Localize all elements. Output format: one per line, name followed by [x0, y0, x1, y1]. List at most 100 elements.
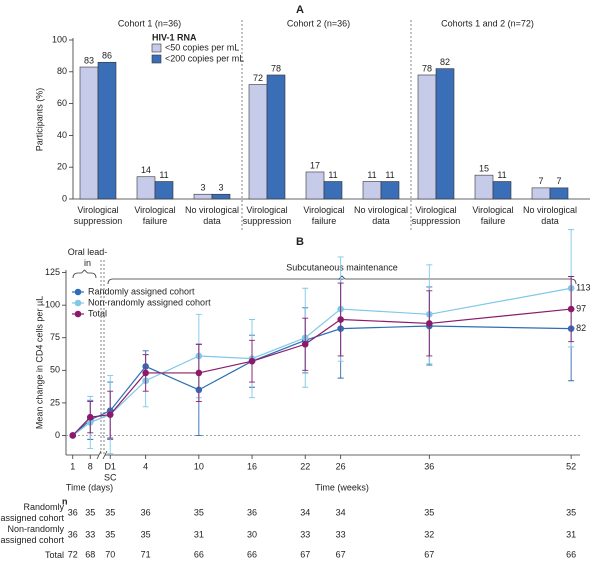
annotation: Subcutaneous maintenance — [286, 262, 398, 272]
table-cell: 30 — [247, 529, 257, 539]
x-tick-label: 22 — [300, 461, 310, 471]
bar — [474, 174, 494, 200]
marker — [195, 369, 203, 377]
table-cell: 36 — [247, 507, 257, 517]
bar — [323, 181, 343, 200]
bar — [248, 84, 268, 200]
x-tick-label: Virological failure — [472, 205, 514, 226]
value-label: 11 — [367, 170, 376, 180]
table-cell: 67 — [424, 549, 434, 559]
marker — [142, 369, 149, 377]
x-tick-label: 52 — [566, 461, 576, 471]
axis-break — [96, 450, 102, 460]
table-cell: 66 — [247, 549, 257, 559]
legend-marker — [74, 310, 82, 318]
value-label: 78 — [271, 63, 281, 73]
y-tick-label: 0 — [55, 430, 60, 440]
legend-swatch — [151, 54, 162, 64]
x-tick-label: D1 — [104, 461, 116, 471]
x-tick-label: No virological data — [184, 205, 240, 226]
series-line — [72, 308, 572, 436]
group-title: Cohorts 1 and 2 (n=72) — [441, 18, 534, 28]
value-label: 72 — [253, 73, 263, 83]
x-tick-label: Virological failure — [134, 205, 176, 226]
y-tick-label: 100 — [45, 300, 60, 310]
table-cell: 67 — [336, 549, 346, 559]
y-tick-label: 60 — [57, 98, 67, 108]
legend-marker — [74, 288, 82, 296]
value-label: 11 — [159, 170, 168, 180]
x-tick-label: 4 — [143, 461, 148, 471]
x-tick-label: 36 — [424, 461, 434, 471]
y-tick-label: 50 — [50, 365, 60, 375]
bar — [417, 74, 437, 200]
table-cell: 72 — [68, 549, 78, 559]
x-axis-label: Time (days) — [66, 482, 113, 492]
table-cell: 35 — [424, 507, 434, 517]
bar — [97, 61, 117, 200]
table-cell: 66 — [566, 549, 576, 559]
table-cell: 35 — [105, 507, 115, 517]
y-tick-label: 80 — [57, 66, 67, 76]
bar — [380, 181, 400, 200]
table-cell: 33 — [300, 529, 310, 539]
x-tick-label: 1 — [70, 461, 75, 471]
table-title: n — [62, 496, 68, 506]
table-cell: 35 — [566, 507, 576, 517]
value-label: 15 — [479, 164, 489, 174]
x-tick-label: Virological suppression — [411, 205, 461, 226]
value-label: 11 — [328, 170, 337, 180]
bar — [193, 193, 213, 200]
legend-label: Non-randomly assigned cohort — [88, 297, 211, 307]
x-tick-label: 16 — [247, 461, 257, 471]
row-label: Randomly assigned cohort — [0, 502, 64, 523]
table-cell: 31 — [194, 529, 204, 539]
brace — [72, 269, 97, 279]
annotation: Oral lead-in — [67, 247, 108, 268]
marker — [301, 340, 309, 348]
table-cell: 70 — [105, 549, 115, 559]
bar — [435, 68, 455, 200]
marker — [248, 357, 256, 365]
bar — [549, 187, 569, 200]
legend-label: <200 copies per mL — [165, 53, 244, 63]
brace — [107, 275, 577, 285]
value-label: 14 — [141, 165, 151, 175]
x-tick-label: 26 — [336, 461, 346, 471]
x-tick-label: No virological data — [353, 205, 409, 226]
bar — [305, 171, 325, 200]
y-axis-label: Participants (%) — [34, 88, 44, 152]
value-label: 3 — [200, 183, 205, 193]
value-label: 78 — [422, 63, 432, 73]
value-label: 7 — [538, 176, 543, 186]
end-label: 97 — [576, 303, 586, 313]
table-cell: 68 — [85, 549, 95, 559]
bar — [531, 187, 551, 200]
table-cell: 66 — [194, 549, 204, 559]
legend-label: Total — [88, 308, 107, 318]
bar — [154, 181, 174, 200]
value-label: 3 — [218, 183, 223, 193]
table-cell: 67 — [300, 549, 310, 559]
y-tick-label: 0 — [62, 193, 67, 203]
bar — [266, 74, 286, 200]
marker — [106, 411, 114, 418]
table-cell: 36 — [141, 507, 151, 517]
x-tick-label: 8 — [88, 461, 93, 471]
y-axis-label: Mean change in CD4 cells per µL — [34, 296, 44, 429]
panel-label: A — [296, 4, 304, 16]
bar — [136, 176, 156, 200]
bar — [492, 181, 512, 200]
end-label: 82 — [576, 323, 586, 333]
group-title: Cohort 1 (n=36) — [118, 18, 181, 28]
x-tick-label: Virological suppression — [242, 205, 292, 226]
marker — [86, 413, 94, 421]
value-label: 82 — [440, 57, 450, 67]
x-axis-label: Time (weeks) — [315, 482, 369, 492]
table-cell: 33 — [336, 529, 346, 539]
legend-label: Randomly assigned cohort — [88, 286, 195, 296]
y-tick-label: 125 — [45, 267, 60, 277]
value-label: 83 — [84, 55, 94, 65]
